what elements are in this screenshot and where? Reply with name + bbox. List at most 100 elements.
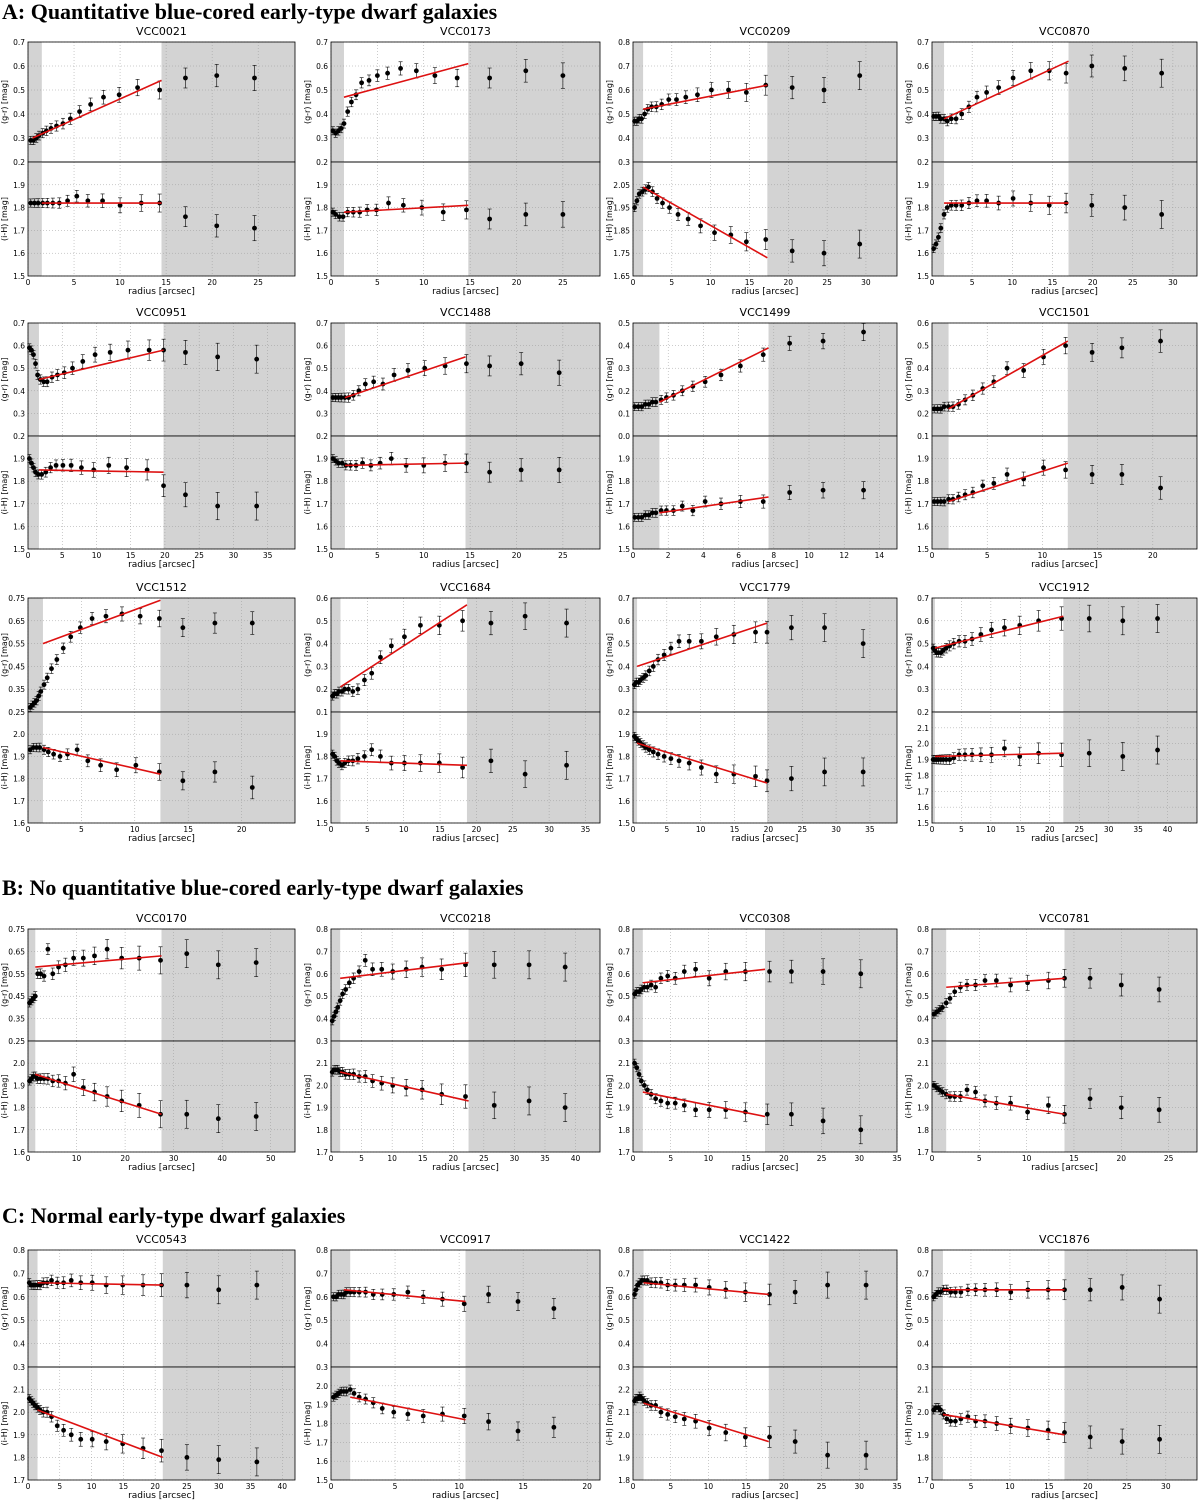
y-tick-label: 1.5 bbox=[917, 545, 929, 554]
ih-data-point bbox=[386, 200, 391, 206]
gr-data-point bbox=[369, 670, 375, 676]
gr-data-point bbox=[515, 1299, 521, 1304]
x-tick-label: 4 bbox=[701, 551, 706, 560]
y-tick-label: 1.9 bbox=[13, 1081, 25, 1090]
gr-data-point bbox=[341, 121, 347, 126]
ih-data-point bbox=[944, 1416, 950, 1422]
x-tick-label: 20 bbox=[764, 825, 774, 834]
x-tick-label: 5 bbox=[375, 278, 380, 287]
y-tick-label: 0.4 bbox=[316, 640, 328, 649]
ih-data-point bbox=[635, 514, 641, 520]
x-tick-label: 20 bbox=[1088, 278, 1098, 287]
ih-data-point bbox=[690, 508, 696, 513]
x-tick-label: 15 bbox=[730, 825, 740, 834]
y-tick-label: 0.5 bbox=[917, 86, 929, 95]
x-tick-label: 20 bbox=[448, 1154, 458, 1163]
ih-data-point bbox=[518, 467, 524, 473]
y-tick-label: 0.6 bbox=[316, 970, 328, 979]
ih-axis-label: (i-H) [mag] bbox=[303, 1402, 312, 1446]
gr-data-point bbox=[642, 111, 648, 117]
ih-data-point bbox=[124, 465, 129, 471]
y-tick-label: 0.5 bbox=[917, 1316, 929, 1325]
y-tick-label: 0.6 bbox=[13, 62, 25, 71]
ih-data-point bbox=[74, 193, 80, 199]
gr-fit-line bbox=[659, 347, 769, 403]
y-tick-label: 0.4 bbox=[917, 662, 929, 671]
ih-panel-frame bbox=[632, 435, 898, 550]
ih-data-point bbox=[825, 1452, 831, 1458]
shaded-region bbox=[331, 1041, 341, 1152]
y-tick-label: 0.3 bbox=[618, 1037, 630, 1046]
ih-axis-label: (i-H) [mag] bbox=[303, 1075, 312, 1119]
x-tick-label: 25 bbox=[479, 1154, 489, 1163]
gr-data-point bbox=[486, 1292, 491, 1297]
y-tick-label: 0.25 bbox=[8, 708, 25, 717]
x-axis-label: radius [arcsec] bbox=[432, 834, 499, 844]
ih-data-point bbox=[391, 1409, 397, 1415]
gr-data-point bbox=[104, 946, 110, 952]
gr-data-point bbox=[706, 975, 712, 981]
gr-data-point bbox=[1021, 368, 1027, 373]
galaxy-panel-vcc0870: 0.2 0.3 0.4 0.5 0.6 0.7 (g-r) [mag] 1.5 1.6 1.7 1.… bbox=[904, 25, 1198, 297]
x-tick-label: 0 bbox=[930, 825, 935, 834]
gr-data-point bbox=[822, 625, 827, 631]
ih-data-point bbox=[89, 1436, 95, 1442]
ih-data-point bbox=[252, 225, 257, 231]
ih-data-point bbox=[378, 754, 383, 759]
gr-data-point bbox=[385, 70, 390, 76]
x-tick-label: 20 bbox=[160, 551, 170, 560]
x-tick-label: 10 bbox=[92, 551, 102, 560]
ih-data-point bbox=[1046, 202, 1052, 208]
y-tick-label: 2.1 bbox=[618, 1059, 630, 1068]
gr-data-point bbox=[1155, 616, 1160, 621]
y-tick-label: 0.7 bbox=[618, 1269, 630, 1278]
x-tick-label: 5 bbox=[72, 278, 77, 287]
panel-title: VCC1422 bbox=[740, 1233, 791, 1246]
x-tick-label: 0 bbox=[930, 1154, 935, 1163]
gr-data-point bbox=[820, 338, 826, 344]
gr-data-point bbox=[413, 68, 419, 74]
x-tick-label: 15 bbox=[1016, 825, 1026, 834]
gr-data-point bbox=[523, 68, 529, 74]
gr-data-point bbox=[1089, 63, 1095, 69]
ih-fit-line bbox=[642, 1091, 766, 1118]
ih-data-point bbox=[31, 465, 36, 471]
x-tick-label: 35 bbox=[263, 551, 273, 560]
gr-data-point bbox=[103, 613, 109, 619]
shaded-region bbox=[633, 323, 660, 436]
y-tick-label: 0.4 bbox=[316, 110, 328, 119]
galaxy-panel-vcc0173: 0.2 0.3 0.4 0.5 0.6 0.7 (g-r) [mag] 1.5 1.6 1.7 1.… bbox=[303, 25, 601, 297]
x-tick-label: 5 bbox=[375, 551, 380, 560]
section-b-title: B: No quantitative blue-cored early-type… bbox=[2, 875, 524, 900]
x-tick-label: 20 bbox=[512, 278, 522, 287]
x-tick-label: 0 bbox=[26, 1482, 31, 1491]
gr-data-point bbox=[252, 75, 257, 81]
shaded-region bbox=[765, 1041, 897, 1152]
ih-data-point bbox=[686, 760, 692, 766]
gr-data-point bbox=[44, 675, 50, 681]
ih-data-point bbox=[343, 1389, 349, 1394]
shaded-region bbox=[932, 712, 935, 823]
gr-data-point bbox=[254, 356, 260, 362]
gr-data-point bbox=[639, 116, 644, 122]
y-tick-label: 0.8 bbox=[13, 1246, 25, 1255]
y-tick-label: 0.7 bbox=[917, 38, 929, 47]
ih-data-point bbox=[938, 1407, 943, 1413]
x-tick-label: 6 bbox=[736, 551, 741, 560]
gr-data-point bbox=[650, 664, 656, 669]
galaxy-panel-vcc1912: 0.2 0.3 0.4 0.5 0.6 0.7 (g-r) [mag] 1.5 1.6 1.7 1.… bbox=[904, 581, 1198, 844]
x-tick-label: 0 bbox=[329, 551, 334, 560]
gr-data-point bbox=[931, 406, 937, 412]
ih-data-point bbox=[336, 460, 341, 466]
y-tick-label: 1.8 bbox=[618, 1476, 630, 1485]
x-tick-label: 10 bbox=[87, 1482, 97, 1491]
x-tick-label: 35 bbox=[581, 825, 591, 834]
gr-axis-label: (g-r) [mag] bbox=[904, 357, 913, 401]
y-tick-label: 1.9 bbox=[917, 756, 929, 765]
y-tick-label: 0.6 bbox=[316, 1293, 328, 1302]
shaded-region bbox=[633, 598, 638, 712]
y-tick-label: 1.7 bbox=[316, 500, 328, 509]
x-tick-label: 5 bbox=[365, 825, 370, 834]
ih-data-point bbox=[1118, 1105, 1124, 1110]
ih-data-point bbox=[654, 196, 660, 201]
